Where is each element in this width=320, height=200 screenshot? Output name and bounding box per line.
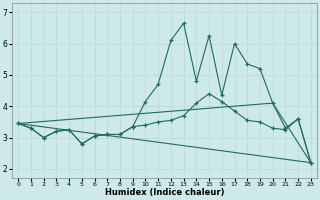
X-axis label: Humidex (Indice chaleur): Humidex (Indice chaleur) <box>105 188 224 197</box>
